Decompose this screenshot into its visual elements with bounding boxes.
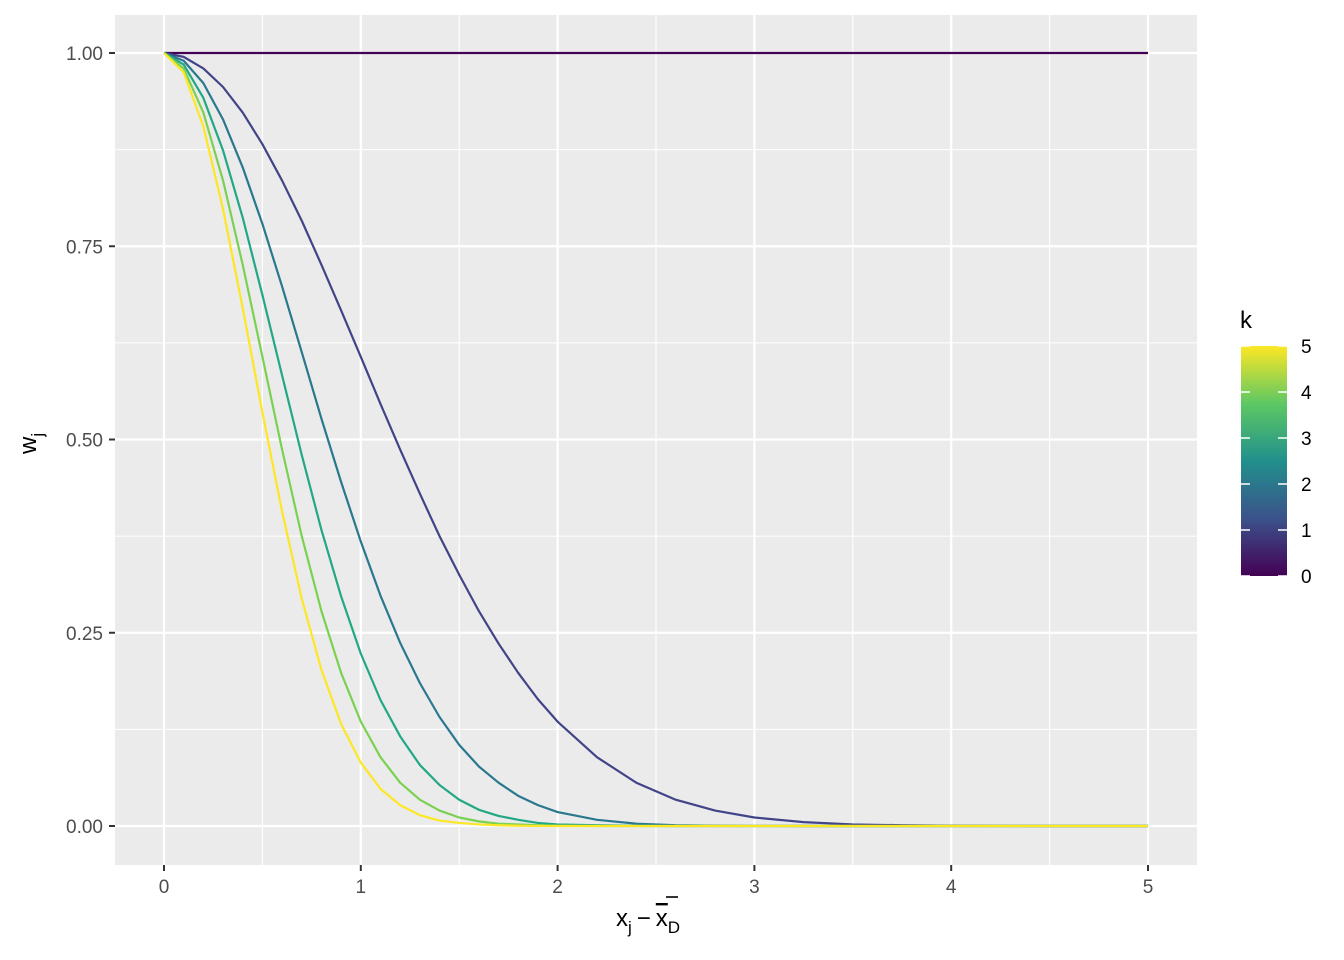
svg-text:wj: wj — [15, 433, 47, 455]
y-axis: 0.00 0.25 0.50 0.75 1.00 — [66, 44, 115, 838]
y-tick-label: 0.00 — [66, 817, 103, 838]
legend-title: k — [1240, 307, 1253, 334]
x-tick-label: 0 — [159, 877, 170, 898]
y-axis-title-sub: j — [28, 433, 47, 438]
x-axis-title-sub-j: j — [627, 918, 632, 937]
y-tick-label: 0.25 — [66, 624, 103, 645]
y-axis-title-base: w — [15, 436, 42, 455]
colorbar-label: 3 — [1301, 429, 1312, 450]
colorbar-label: 5 — [1301, 337, 1312, 358]
y-tick-label: 1.00 — [66, 44, 103, 65]
x-axis-title: xj − xD — [616, 896, 680, 937]
x-axis: 0 1 2 3 4 5 — [159, 865, 1154, 898]
x-axis-title-sub-D: D — [668, 918, 680, 937]
x-tick-label: 1 — [356, 877, 367, 898]
x-axis-title-minus: − — [637, 905, 651, 932]
legend: k 5 4 3 2 1 0 — [1240, 307, 1312, 588]
colorbar — [1241, 346, 1287, 576]
series-layer — [163, 51, 1148, 828]
x-tick-label: 3 — [749, 877, 760, 898]
legend-ticks: 5 4 3 2 1 0 — [1241, 337, 1312, 588]
x-tick-label: 2 — [552, 877, 563, 898]
series-line-k1 — [163, 51, 1148, 828]
x-axis-title-base: x — [616, 905, 628, 932]
colorbar-label: 4 — [1301, 383, 1312, 404]
x-tick-label: 4 — [946, 877, 957, 898]
series-line-k5 — [163, 52, 1148, 828]
x-axis-title-bar-x: x — [656, 905, 668, 932]
colorbar-label: 2 — [1301, 475, 1312, 496]
y-tick-label: 0.50 — [66, 431, 103, 452]
y-tick-label: 0.75 — [66, 237, 103, 258]
x-tick-label: 5 — [1143, 877, 1154, 898]
colorbar-label: 1 — [1301, 521, 1312, 542]
svg-text:xj−xD: xj − xD — [616, 905, 680, 937]
colorbar-label: 0 — [1301, 567, 1312, 588]
y-axis-title: wj — [15, 433, 47, 455]
